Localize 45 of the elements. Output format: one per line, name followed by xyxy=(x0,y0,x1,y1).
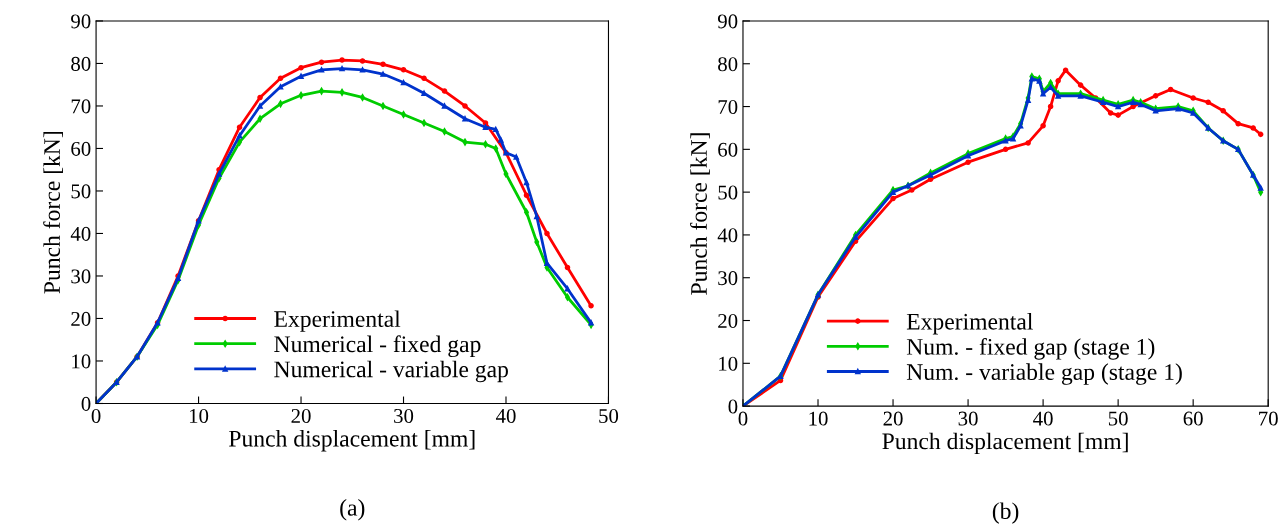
y-tick-label: 50 xyxy=(71,184,91,199)
legend-label: Numerical - variable gap xyxy=(274,360,508,383)
text: (a) xyxy=(340,499,365,521)
y-tick-label: 10 xyxy=(719,356,738,371)
y-tick-label: 70 xyxy=(718,99,738,114)
x-tick-label: 40 xyxy=(1033,411,1053,426)
x-tick-label: 0 xyxy=(91,408,101,423)
legend-label: Num. - fixed gap (stage 1) xyxy=(906,337,1155,360)
y-tick-label: 90 xyxy=(71,14,91,29)
x-tick-label: 40 xyxy=(495,408,516,423)
x-tick-label: 70 xyxy=(1259,411,1278,426)
y-tick-label: 60 xyxy=(718,142,738,157)
y-tick-label: 50 xyxy=(718,185,738,200)
y-axis-title: Punch force [kN] xyxy=(43,132,63,294)
y-tick-label: 80 xyxy=(718,57,738,72)
x-tick-label: 0 xyxy=(738,411,748,426)
x-axis-title: Punch displacement [mm] xyxy=(882,432,1128,455)
y-tick-label: 20 xyxy=(71,311,91,326)
x-tick-label: 60 xyxy=(1183,411,1203,426)
x-tick-label: 30 xyxy=(958,411,978,426)
x-tick-label: 50 xyxy=(1108,411,1128,426)
y-tick-label: 0 xyxy=(81,396,91,411)
y-tick-label: 10 xyxy=(72,354,91,369)
text: (b) xyxy=(992,502,1019,524)
x-tick-label: 30 xyxy=(394,408,414,423)
legend-label: Experimental xyxy=(274,310,401,332)
legend-label: Experimental xyxy=(906,313,1033,335)
legend-label: Numerical - fixed gap xyxy=(274,335,481,358)
y-tick-label: 40 xyxy=(717,228,738,243)
x-tick-label: 50 xyxy=(599,408,619,423)
y-tick-label: 30 xyxy=(71,269,91,284)
y-tick-label: 30 xyxy=(718,271,738,286)
y-axis-title: Punch force [kN] xyxy=(690,133,710,295)
x-axis-title: Punch displacement [mm] xyxy=(229,430,475,452)
y-tick-label: 60 xyxy=(71,141,91,156)
y-tick-label: 20 xyxy=(718,313,738,328)
y-tick-label: 40 xyxy=(70,226,91,241)
x-tick-label: 10 xyxy=(189,408,209,423)
y-tick-label: 70 xyxy=(71,99,91,114)
y-tick-label: 80 xyxy=(71,56,91,71)
y-tick-label: 90 xyxy=(717,14,738,29)
x-tick-label: 20 xyxy=(291,408,311,423)
legend-label: Num. - variable gap (stage 1) xyxy=(906,363,1182,385)
x-tick-label: 10 xyxy=(809,411,828,426)
x-tick-label: 20 xyxy=(883,411,903,426)
